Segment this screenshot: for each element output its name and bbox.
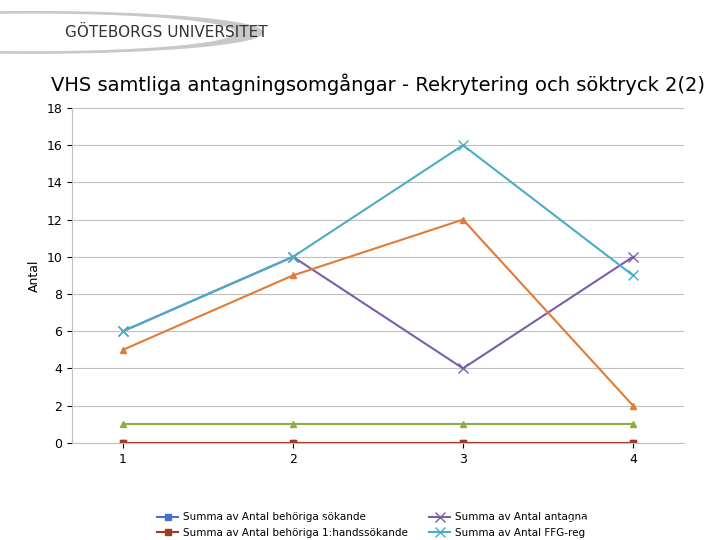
Antal av Antal planerade platser [459, 421, 467, 428]
Line: Summa av Antal FFG-reg: Summa av Antal FFG-reg [118, 140, 638, 336]
Line: Summa av Antal behöriga 1:handssökande: Summa av Antal behöriga 1:handssökande [120, 440, 636, 446]
Text: GÖTEBORGS UNIVERSITET: GÖTEBORGS UNIVERSITET [65, 25, 267, 40]
Legend: Summa av Antal behöriga sökande, Summa av Antal behöriga 1:handssökande, Antal a: Summa av Antal behöriga sökande, Summa a… [153, 508, 603, 540]
Summa av Antal behöriga sökande [459, 440, 467, 446]
Summa av Antal behöriga 1:handssökande [289, 440, 297, 446]
Summa av Antal behöriga sökande [289, 440, 297, 446]
Antal av Antal planerade platser [629, 421, 637, 428]
Summa av Därav nybörjare [629, 402, 637, 409]
Summa av Därav nybörjare [119, 347, 127, 353]
Summa av Antal FFG-reg [629, 272, 637, 279]
Line: Antal av Antal planerade platser: Antal av Antal planerade platser [120, 421, 636, 428]
Summa av Antal antagna [119, 328, 127, 334]
Summa av Därav nybörjare [459, 217, 467, 223]
Line: Summa av Därav nybörjare: Summa av Därav nybörjare [120, 216, 636, 409]
Text: Katarina Borne: Katarina Borne [318, 519, 402, 529]
Summa av Antal antagna [629, 254, 637, 260]
Line: Summa av Antal antagna: Summa av Antal antagna [118, 252, 638, 373]
Summa av Antal FFG-reg [459, 142, 467, 149]
Summa av Antal antagna [289, 254, 297, 260]
Summa av Antal behöriga sökande [629, 440, 637, 446]
Summa av Antal behöriga 1:handssökande [119, 440, 127, 446]
Text: 2021-12-13    www.gu.se: 2021-12-13 www.gu.se [567, 519, 706, 529]
Circle shape [0, 12, 263, 53]
Summa av Antal FFG-reg [119, 328, 127, 334]
Y-axis label: Antal: Antal [28, 259, 41, 292]
Circle shape [0, 14, 234, 51]
Summa av Antal behöriga sökande [119, 440, 127, 446]
Title: VHS samtliga antagningsomgångar - Rekrytering och söktryck 2(2): VHS samtliga antagningsomgångar - Rekryt… [51, 74, 705, 96]
Text: Avdelningen för analys och utvärdering: Avdelningen för analys och utvärdering [14, 519, 235, 529]
Summa av Antal FFG-reg [289, 254, 297, 260]
Antal av Antal planerade platser [119, 421, 127, 428]
Summa av Antal antagna [459, 365, 467, 372]
Summa av Antal behöriga 1:handssökande [629, 440, 637, 446]
Antal av Antal planerade platser [289, 421, 297, 428]
Summa av Därav nybörjare [289, 272, 297, 279]
Summa av Antal behöriga 1:handssökande [459, 440, 467, 446]
Line: Summa av Antal behöriga sökande: Summa av Antal behöriga sökande [120, 440, 636, 446]
